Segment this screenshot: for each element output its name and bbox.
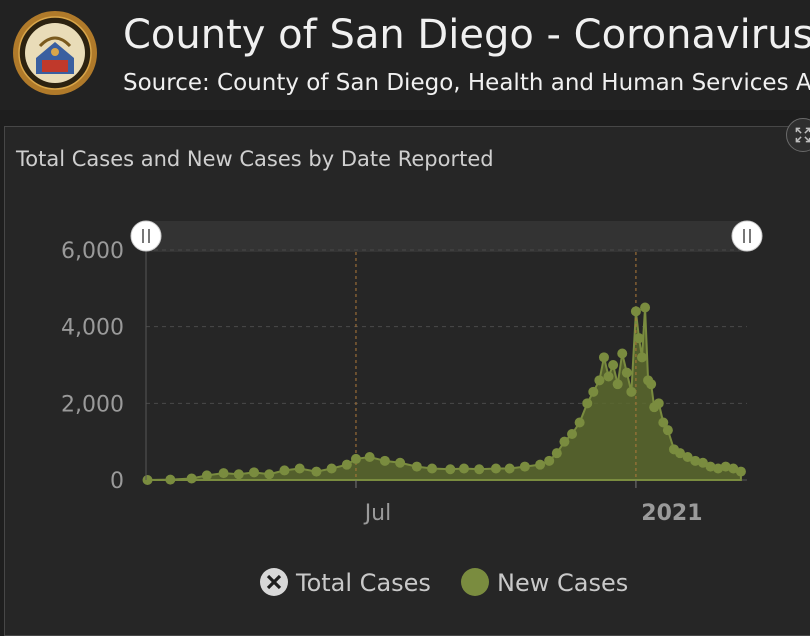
new-cases-point[interactable] (186, 473, 197, 484)
new-cases-area (147, 307, 742, 481)
new-cases-point[interactable] (630, 306, 641, 317)
new-cases-point[interactable] (249, 467, 260, 478)
new-cases-point[interactable] (697, 457, 708, 468)
new-cases-point[interactable] (519, 461, 530, 472)
new-cases-point[interactable] (598, 352, 609, 363)
new-cases-point[interactable] (294, 463, 305, 474)
cases-chart: 0 2,000 4,000 6,000 Jul 2021 (61, 220, 763, 526)
new-cases-point[interactable] (646, 379, 657, 390)
new-cases-point[interactable] (142, 475, 153, 485)
y-tick-label: 2,000 (61, 392, 124, 417)
new-cases-point[interactable] (653, 398, 664, 409)
page-subtitle: Source: County of San Diego, Health and … (123, 70, 810, 96)
new-cases-point[interactable] (544, 455, 555, 466)
new-cases-point[interactable] (411, 461, 422, 472)
legend-label-new-cases: New Cases (497, 569, 629, 597)
new-cases-point[interactable] (218, 468, 229, 479)
hidden-series-x-icon (260, 568, 288, 596)
y-tick-label: 6,000 (61, 239, 124, 264)
new-cases-point[interactable] (504, 463, 515, 474)
new-cases-point[interactable] (637, 352, 648, 363)
new-cases-point[interactable] (559, 436, 570, 447)
new-cases-point[interactable] (474, 464, 485, 475)
x-tick-label: Jul (363, 501, 392, 526)
new-cases-point[interactable] (311, 466, 322, 477)
new-cases-point[interactable] (582, 398, 593, 409)
new-cases-point[interactable] (567, 429, 578, 439)
new-cases-point[interactable] (379, 455, 390, 466)
new-cases-point[interactable] (201, 470, 212, 481)
new-cases-point[interactable] (675, 448, 686, 459)
new-cases-point[interactable] (445, 464, 456, 475)
new-cases-point[interactable] (705, 461, 716, 472)
new-cases-point[interactable] (682, 452, 693, 462)
new-cases-point[interactable] (608, 360, 619, 370)
range-slider-track[interactable] (146, 221, 748, 252)
x-tick-label: 2021 (641, 501, 702, 526)
new-cases-point[interactable] (640, 302, 651, 313)
legend-label-total-cases: Total Cases (296, 569, 431, 597)
new-cases-point[interactable] (551, 448, 562, 459)
legend-item-new-cases[interactable]: New Cases (460, 564, 640, 600)
new-cases-point[interactable] (621, 367, 632, 378)
new-cases-point[interactable] (720, 461, 731, 472)
new-cases-point[interactable] (364, 452, 375, 462)
new-cases-point[interactable] (658, 417, 669, 428)
new-cases-point[interactable] (626, 386, 637, 397)
new-cases-point[interactable] (662, 425, 673, 436)
new-cases-point[interactable] (735, 466, 746, 477)
new-cases-point[interactable] (165, 474, 176, 485)
new-cases-point[interactable] (395, 457, 406, 468)
new-cases-point[interactable] (612, 379, 623, 390)
new-cases-point[interactable] (490, 463, 501, 474)
new-cases-point[interactable] (341, 459, 352, 470)
new-cases-point[interactable] (535, 459, 546, 470)
new-cases-point[interactable] (574, 417, 585, 428)
new-cases-point[interactable] (350, 453, 361, 464)
y-tick-label: 4,000 (61, 316, 124, 341)
range-slider-left-handle[interactable] (130, 220, 162, 252)
new-cases-point[interactable] (326, 463, 337, 474)
chart-title: Total Cases and New Cases by Date Report… (16, 147, 494, 171)
new-cases-point[interactable] (690, 455, 701, 466)
new-cases-point[interactable] (458, 463, 469, 474)
county-seal-logo (13, 11, 97, 95)
page-title: County of San Diego - Coronavirus (123, 12, 810, 58)
new-cases-point[interactable] (728, 463, 739, 474)
new-cases-point[interactable] (427, 463, 438, 474)
new-cases-point[interactable] (594, 375, 605, 386)
new-cases-point[interactable] (617, 348, 628, 359)
y-tick-label: 0 (110, 469, 124, 494)
new-cases-point[interactable] (603, 371, 614, 382)
new-cases-point[interactable] (264, 469, 275, 480)
new-cases-point[interactable] (713, 463, 724, 474)
header-bar: County of San Diego - Coronavirus Source… (0, 0, 810, 110)
new-cases-point[interactable] (279, 465, 290, 476)
legend-item-total-cases[interactable]: Total Cases (259, 564, 439, 600)
range-slider-right-handle[interactable] (731, 220, 763, 252)
series-dot-icon (461, 568, 489, 596)
new-cases-point[interactable] (588, 386, 599, 397)
new-cases-point[interactable] (233, 469, 244, 480)
chart-panel (4, 126, 810, 636)
new-cases-point[interactable] (633, 333, 644, 344)
